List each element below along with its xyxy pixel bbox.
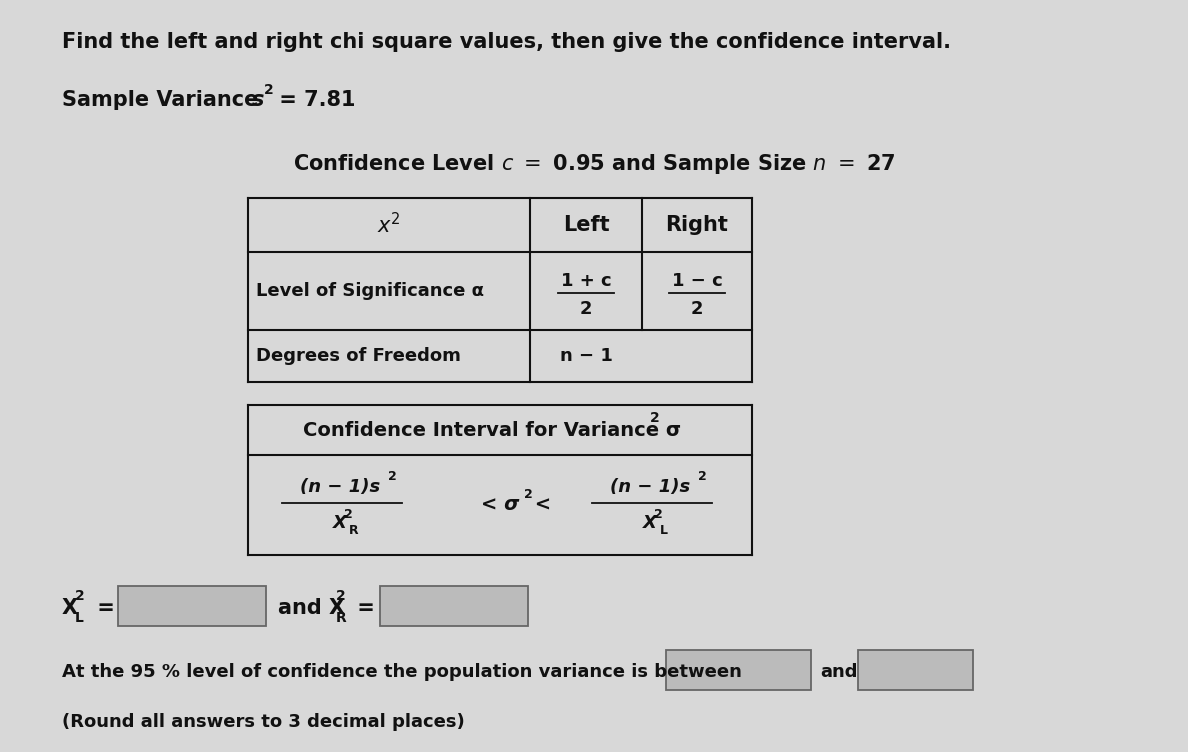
Text: R: R: [349, 524, 359, 538]
Text: 2: 2: [653, 508, 663, 521]
Text: R: R: [336, 611, 347, 625]
Text: X: X: [333, 514, 347, 532]
Text: (Round all answers to 3 decimal places): (Round all answers to 3 decimal places): [62, 713, 465, 731]
Bar: [666, 650, 811, 690]
Text: =: =: [350, 598, 375, 618]
Text: 2: 2: [524, 489, 532, 502]
Text: n − 1: n − 1: [560, 347, 613, 365]
Text: Confidence Level $c$ $=$ 0.95 and Sample Size $n$ $=$ 27: Confidence Level $c$ $=$ 0.95 and Sample…: [292, 152, 896, 176]
Text: 2: 2: [690, 300, 703, 318]
Text: $x^2$: $x^2$: [377, 212, 400, 238]
Text: L: L: [661, 524, 668, 538]
Text: X: X: [643, 514, 657, 532]
Text: s: s: [252, 90, 265, 110]
Text: Level of Significance α: Level of Significance α: [255, 282, 484, 300]
Text: Right: Right: [665, 215, 728, 235]
Text: Degrees of Freedom: Degrees of Freedom: [255, 347, 461, 365]
Text: At the 95 % level of confidence the population variance is between: At the 95 % level of confidence the popu…: [62, 663, 741, 681]
Text: 2: 2: [264, 83, 273, 97]
Text: 2: 2: [580, 300, 593, 318]
Bar: [858, 650, 973, 690]
Text: Sample Variance: Sample Variance: [62, 90, 266, 110]
Text: 1 + c: 1 + c: [561, 272, 612, 290]
Text: X: X: [62, 598, 78, 618]
Text: Left: Left: [563, 215, 609, 235]
Text: < σ: < σ: [481, 496, 519, 514]
Text: and X: and X: [278, 598, 346, 618]
Text: =: =: [90, 598, 115, 618]
Text: Confidence Interval for Variance σ: Confidence Interval for Variance σ: [303, 420, 681, 439]
Text: 1 − c: 1 − c: [671, 272, 722, 290]
Text: L: L: [75, 611, 84, 625]
Bar: [118, 586, 266, 626]
Text: 2: 2: [336, 589, 346, 603]
Text: <: <: [529, 496, 551, 514]
Text: 2: 2: [387, 471, 397, 484]
Text: 2: 2: [650, 411, 659, 425]
Text: 2: 2: [343, 508, 353, 521]
Text: and: and: [820, 663, 858, 681]
Bar: [380, 586, 527, 626]
Text: = 7.81: = 7.81: [272, 90, 355, 110]
Text: 2: 2: [697, 471, 707, 484]
Text: 2: 2: [75, 589, 84, 603]
Text: Find the left and right chi square values, then give the confidence interval.: Find the left and right chi square value…: [62, 32, 952, 52]
Text: (n − 1)s: (n − 1)s: [299, 478, 380, 496]
Text: (n − 1)s: (n − 1)s: [609, 478, 690, 496]
